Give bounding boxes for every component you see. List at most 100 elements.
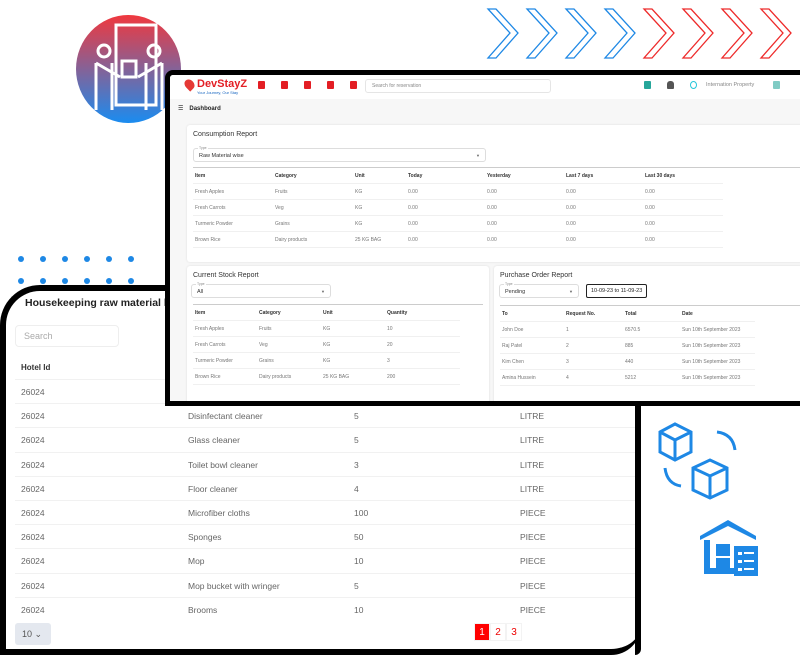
dot <box>62 256 68 262</box>
cell-unit: PIECE <box>520 532 546 543</box>
table-row: Fresh Apples Fruits KG 0.00 0.00 0.00 0.00 <box>193 184 723 200</box>
table-cell: 2 <box>566 343 569 349</box>
table-row: 26024 Disinfectant cleaner 5 LITRE <box>15 403 635 427</box>
table-cell: Turmeric Powder <box>195 358 233 364</box>
table-row: Turmeric Powder Grains KG 3 <box>193 353 460 369</box>
warehouse-inventory-icon <box>700 520 758 576</box>
table-cell: 0.00 <box>566 205 576 211</box>
table-cell: 885 <box>625 343 634 349</box>
column-header: Today <box>408 173 423 179</box>
card-title: Current Stock Report <box>193 272 259 279</box>
calendar-icon[interactable] <box>281 81 288 89</box>
column-header: Date <box>682 311 693 317</box>
consumption-report-card: Consumption Report Type Raw Material wise… <box>187 125 800 262</box>
cell-hotel-id: 26024 <box>21 508 45 518</box>
table-cell: 0.00 <box>487 221 497 227</box>
table-cell: Fruits <box>275 189 288 195</box>
type-select[interactable]: Type Raw Material wise ▼ <box>193 146 486 162</box>
table-cell: 25 KG BAG <box>323 374 350 380</box>
building-icon[interactable] <box>304 81 311 89</box>
type-select[interactable]: Type Pending ▼ <box>499 282 579 298</box>
note-icon[interactable] <box>350 81 357 89</box>
table-cell: 0.00 <box>645 237 655 243</box>
current-stock-card: Current Stock Report Type All ▼ Item Catego… <box>187 266 489 401</box>
dot <box>84 256 90 262</box>
chevron-icon <box>720 8 753 59</box>
table-cell: Fruits <box>259 326 272 332</box>
gift-icon[interactable] <box>644 81 651 89</box>
cell-hotel-id: 26024 <box>21 532 45 543</box>
table-row: Brown Rice Dairy products 25 KG BAG 200 <box>193 369 460 385</box>
cell-hotel-id: 26024 <box>21 459 45 470</box>
dot <box>106 256 112 262</box>
table-cell: 20 <box>387 342 393 348</box>
headset-icon[interactable] <box>690 81 697 89</box>
dot <box>84 278 90 284</box>
table-cell: Grains <box>259 358 274 364</box>
table-cell: 0.00 <box>408 205 418 211</box>
chevron-icon <box>759 8 792 59</box>
table-row: 26024 Floor cleaner 4 LITRE <box>15 475 635 500</box>
type-select[interactable]: Type All ▼ <box>191 282 331 298</box>
table-cell: 0.00 <box>487 237 497 243</box>
dot <box>40 256 46 262</box>
page-1-button[interactable]: 1 <box>474 623 490 641</box>
table-cell: 10 <box>387 326 393 332</box>
column-header: Last 30 days <box>645 173 676 179</box>
apps-icon[interactable] <box>773 81 780 89</box>
cell-qty: 5 <box>354 411 359 422</box>
column-header: Last 7 days <box>566 173 594 179</box>
cell-hotel-id: 26024 <box>21 483 45 494</box>
table-cell: 0.00 <box>408 189 418 195</box>
grid-icon[interactable] <box>258 81 265 89</box>
cell-unit: PIECE <box>520 556 546 567</box>
cell-name: Mop <box>188 556 205 567</box>
table-cell: 0.00 <box>566 221 576 227</box>
cell-qty: 5 <box>354 435 359 446</box>
table-cell: Sun 10th September 2023 <box>682 343 741 349</box>
table-cell: Fresh Carrots <box>195 342 226 348</box>
table-row: 26024 Mop 10 PIECE <box>15 548 635 572</box>
boxes-exchange-icon <box>658 422 737 500</box>
per-page-select[interactable]: 10 ⌄ <box>15 623 51 645</box>
reservation-search-input[interactable]: Search for reservation <box>365 79 551 93</box>
chevron-icon <box>486 8 519 59</box>
table-cell: 440 <box>625 359 634 365</box>
cell-name: Disinfectant cleaner <box>188 411 263 422</box>
table-cell: KG <box>323 358 331 364</box>
search-input[interactable]: Search <box>15 325 119 347</box>
page-2-button[interactable]: 2 <box>490 623 506 641</box>
bell-icon[interactable] <box>667 81 674 89</box>
flag-icon[interactable] <box>327 81 334 89</box>
table-cell: 200 <box>387 374 396 380</box>
table-row: 26024 Sponges 50 PIECE <box>15 524 635 548</box>
breadcrumb: ☰ Dashboard <box>178 106 221 112</box>
cell-qty: 5 <box>354 580 359 591</box>
date-range-picker[interactable]: 10-09-23 to 11-09-23 <box>586 284 648 298</box>
logo: DevStayZ Your Journey, Our Stay <box>182 77 247 95</box>
property-name[interactable]: Internation Property <box>706 82 755 88</box>
cell-hotel-id: 26024 <box>21 604 45 615</box>
table-header-row: Item Category Unit Quantity <box>193 305 460 321</box>
table-header-row: To Request No. Total Date <box>500 306 755 322</box>
column-header: Unit <box>323 310 333 316</box>
menu-icon[interactable]: ☰ <box>178 106 184 112</box>
table-cell: Veg <box>259 342 268 348</box>
table-row: Raj Patel 2 885 Sun 10th September 2023 <box>500 338 755 354</box>
cell-unit: PIECE <box>520 604 546 615</box>
column-header: Request No. <box>566 311 596 317</box>
table-cell: Brown Rice <box>195 237 221 243</box>
table-cell: 0.00 <box>566 189 576 195</box>
table-cell: John Doe <box>502 327 524 333</box>
table-cell: 25 KG BAG <box>355 237 382 243</box>
cell-unit: LITRE <box>520 435 545 446</box>
table-cell: Grains <box>275 221 290 227</box>
table-cell: 0.00 <box>487 189 497 195</box>
dashboard-panel: DevStayZ Your Journey, Our Stay Search fo… <box>165 70 800 406</box>
table-cell: KG <box>355 189 363 195</box>
table-cell: Amina Hussein <box>502 375 536 381</box>
column-header: To <box>502 311 508 317</box>
table-cell: 0.00 <box>645 189 655 195</box>
page-3-button[interactable]: 3 <box>506 623 522 641</box>
cell-unit: LITRE <box>520 483 545 494</box>
